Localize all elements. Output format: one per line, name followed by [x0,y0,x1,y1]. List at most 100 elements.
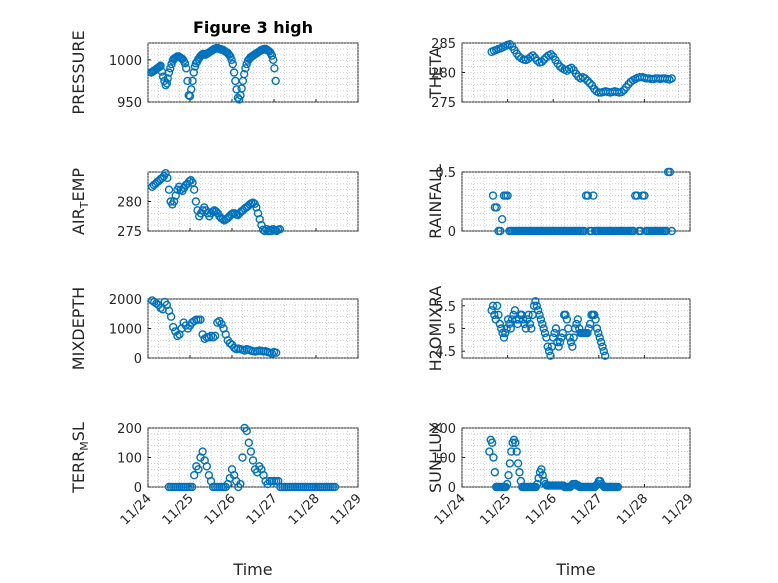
y-tick-label: 200 [431,422,456,437]
data-point [228,59,238,69]
data-point [539,55,549,64]
data-point [162,79,172,88]
data-point [156,61,165,70]
x-tick-label: 11/29 [660,491,697,528]
data-point [503,315,513,324]
data-point [238,453,247,462]
data-point [600,351,610,360]
data-point [521,324,531,333]
x-tick-label: 11/28 [614,491,651,528]
data-point [189,471,199,480]
data-point [267,51,277,60]
data-point [535,310,544,320]
data-point [178,54,187,64]
data-point [596,337,606,347]
data-point [495,319,505,329]
panel-sun: 0 100 200 11/24 11/25 11/26 11/27 11/28 11/29 Tim… [426,422,697,579]
data-point [191,59,201,68]
data-series [487,39,676,97]
data-point [567,63,576,72]
data-point [206,331,216,341]
data-point [218,214,227,224]
data-point [546,351,555,360]
y-axis-label: PRESSURE [69,30,88,114]
data-point [550,328,559,338]
data-point [497,214,507,224]
data-point [180,59,190,68]
y-tick-label: 0 [134,481,142,496]
data-point [549,333,558,342]
data-point [189,68,198,77]
data-point [155,62,164,71]
x-tick-label: 11/28 [286,491,323,528]
x-tick-label: 11/26 [523,491,560,528]
y-tick-label: 280 [117,196,142,211]
data-point [237,84,246,93]
data-point [539,324,548,333]
data-point [585,319,595,329]
data-point [569,333,578,342]
data-point [187,85,196,94]
y-axis-label: TERRMSL [69,422,91,494]
data-point [543,342,552,351]
data-point [270,64,279,73]
data-point [583,76,592,85]
data-point [546,50,556,59]
data-point [188,76,197,86]
data-point [255,214,264,224]
grid [147,298,359,359]
data-point [490,468,500,477]
data-point [496,226,505,236]
data-point [555,337,565,347]
data-point [583,191,593,200]
data-point [528,51,537,60]
data-point [583,328,592,338]
y-tick-label: 0.5 [435,166,456,181]
data-point [505,459,515,468]
x-tick-label: 11/24 [118,491,155,528]
x-axis-label: Time [555,560,595,579]
data-point [502,479,512,489]
data-point [536,315,546,324]
data-point [492,301,502,311]
data-point [164,68,174,77]
y-tick-label: 200 [117,422,142,437]
y-tick-label: 280 [431,67,456,82]
data-point [640,191,649,200]
data-point [187,482,197,492]
data-point [504,471,513,480]
data-point [526,52,535,62]
data-point [487,438,497,447]
data-point [529,301,539,311]
data-point [182,64,191,73]
data-point [229,68,239,77]
y-tick-label: 100 [431,452,456,467]
x-tick-label: 11/24 [432,491,469,528]
data-point [573,315,583,324]
data-point [598,342,607,351]
data-point [241,64,250,73]
data-series [147,296,281,358]
data-point [194,465,203,474]
x-tick-label: 11/25 [160,491,197,528]
data-point [208,207,217,216]
data-point [248,456,258,465]
data-point [253,209,263,218]
data-point [152,299,161,308]
data-point [158,72,168,81]
data-point [538,319,547,329]
data-point [489,453,498,462]
data-series [147,168,285,236]
data-point [217,319,226,329]
data-point [665,167,675,177]
data-point [570,324,580,333]
data-series [487,297,610,360]
data-point [173,331,182,341]
y-tick-label: 5 [448,323,456,338]
data-point [166,312,176,321]
chart-title: Figure 3 high [193,18,313,37]
data-point [580,74,590,83]
data-point [540,328,550,338]
